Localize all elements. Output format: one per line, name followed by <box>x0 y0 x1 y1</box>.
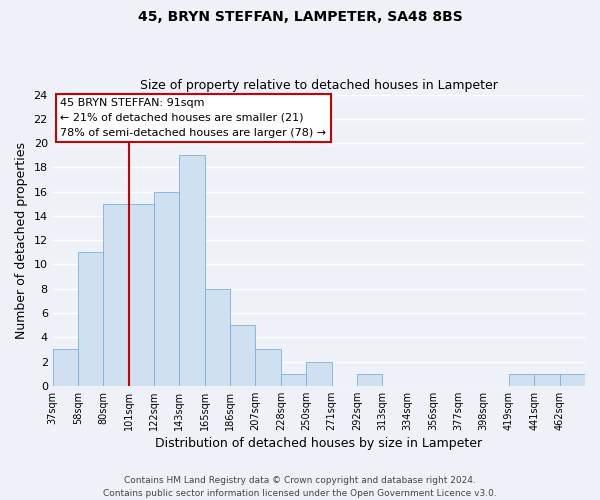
Text: 45 BRYN STEFFAN: 91sqm
← 21% of detached houses are smaller (21)
78% of semi-det: 45 BRYN STEFFAN: 91sqm ← 21% of detached… <box>60 98 326 138</box>
Y-axis label: Number of detached properties: Number of detached properties <box>15 142 28 338</box>
Bar <box>78 252 103 386</box>
Bar <box>535 374 560 386</box>
Bar <box>281 374 306 386</box>
Bar <box>53 350 78 386</box>
X-axis label: Distribution of detached houses by size in Lampeter: Distribution of detached houses by size … <box>155 437 482 450</box>
Text: Contains HM Land Registry data © Crown copyright and database right 2024.
Contai: Contains HM Land Registry data © Crown c… <box>103 476 497 498</box>
Bar <box>509 374 535 386</box>
Bar <box>103 204 129 386</box>
Bar <box>205 288 230 386</box>
Text: 45, BRYN STEFFAN, LAMPETER, SA48 8BS: 45, BRYN STEFFAN, LAMPETER, SA48 8BS <box>137 10 463 24</box>
Bar <box>357 374 382 386</box>
Bar <box>230 325 256 386</box>
Bar <box>129 204 154 386</box>
Bar <box>154 192 179 386</box>
Bar <box>306 362 332 386</box>
Bar <box>179 155 205 386</box>
Title: Size of property relative to detached houses in Lampeter: Size of property relative to detached ho… <box>140 79 498 92</box>
Bar <box>560 374 585 386</box>
Bar <box>256 350 281 386</box>
